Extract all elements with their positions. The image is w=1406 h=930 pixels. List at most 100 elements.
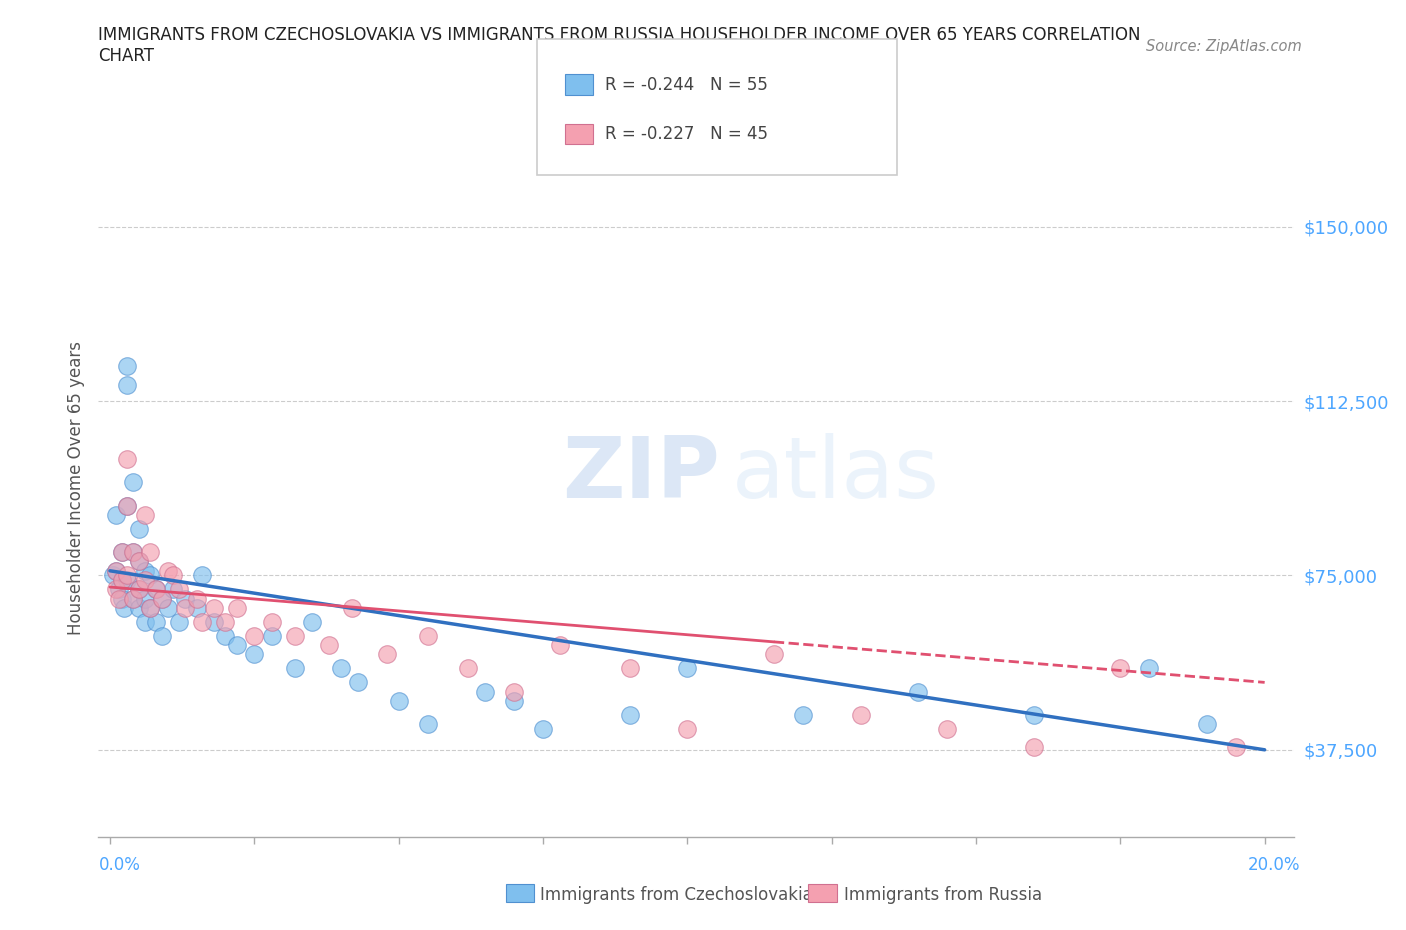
Point bbox=[150, 629, 173, 644]
Point bbox=[110, 545, 132, 560]
Point bbox=[128, 522, 150, 537]
Text: 20.0%: 20.0% bbox=[1249, 856, 1301, 873]
Point bbox=[849, 708, 872, 723]
Point bbox=[531, 722, 554, 737]
Point bbox=[191, 568, 214, 583]
Point bbox=[107, 591, 129, 606]
Point bbox=[122, 545, 145, 560]
Point bbox=[792, 708, 814, 723]
Point bbox=[260, 629, 283, 644]
Point bbox=[104, 582, 127, 597]
Point bbox=[202, 615, 225, 630]
Point bbox=[226, 638, 249, 653]
Point bbox=[503, 694, 526, 709]
Point bbox=[110, 591, 132, 606]
Point bbox=[214, 629, 236, 644]
Point bbox=[150, 591, 173, 606]
Point bbox=[110, 573, 132, 588]
Text: 0.0%: 0.0% bbox=[98, 856, 141, 873]
Point bbox=[101, 568, 124, 583]
Point bbox=[150, 591, 173, 606]
Point bbox=[284, 661, 307, 676]
Point bbox=[301, 615, 323, 630]
Point bbox=[107, 582, 129, 597]
Point bbox=[676, 661, 699, 676]
Point bbox=[243, 647, 266, 662]
Point bbox=[1109, 661, 1132, 676]
Point bbox=[619, 661, 641, 676]
Point bbox=[117, 452, 139, 467]
Point bbox=[416, 629, 439, 644]
Point bbox=[128, 554, 150, 569]
Point bbox=[128, 582, 150, 597]
Point bbox=[1195, 717, 1218, 732]
Point bbox=[936, 722, 959, 737]
Point bbox=[104, 564, 127, 578]
Point bbox=[128, 601, 150, 616]
Point bbox=[128, 582, 150, 597]
Point bbox=[139, 568, 162, 583]
Text: ZIP: ZIP bbox=[562, 432, 720, 516]
Point bbox=[202, 601, 225, 616]
Point bbox=[162, 568, 184, 583]
Point bbox=[186, 591, 208, 606]
Point bbox=[167, 615, 190, 630]
Point bbox=[174, 601, 197, 616]
Point bbox=[122, 475, 145, 490]
Point bbox=[1137, 661, 1160, 676]
Point bbox=[139, 601, 162, 616]
Point bbox=[284, 629, 307, 644]
Text: R = -0.227   N = 45: R = -0.227 N = 45 bbox=[605, 125, 768, 143]
Point bbox=[134, 615, 156, 630]
Point bbox=[156, 601, 179, 616]
Point bbox=[167, 582, 190, 597]
Point bbox=[243, 629, 266, 644]
Point bbox=[110, 545, 132, 560]
Point bbox=[122, 591, 145, 606]
Text: Immigrants from Czechoslovakia: Immigrants from Czechoslovakia bbox=[540, 885, 813, 904]
Point bbox=[145, 582, 167, 597]
Point bbox=[117, 498, 139, 513]
Point bbox=[226, 601, 249, 616]
Point bbox=[134, 591, 156, 606]
Point bbox=[134, 564, 156, 578]
Point bbox=[1022, 740, 1045, 755]
Point bbox=[191, 615, 214, 630]
Point bbox=[457, 661, 479, 676]
Text: IMMIGRANTS FROM CZECHOSLOVAKIA VS IMMIGRANTS FROM RUSSIA HOUSEHOLDER INCOME OVER: IMMIGRANTS FROM CZECHOSLOVAKIA VS IMMIGR… bbox=[98, 26, 1140, 65]
Point bbox=[122, 545, 145, 560]
Point bbox=[139, 601, 162, 616]
Point bbox=[214, 615, 236, 630]
Point bbox=[174, 591, 197, 606]
Point bbox=[503, 684, 526, 699]
Point bbox=[134, 508, 156, 523]
Point bbox=[329, 661, 352, 676]
Point bbox=[318, 638, 340, 653]
Point bbox=[676, 722, 699, 737]
Point bbox=[145, 582, 167, 597]
Point bbox=[162, 582, 184, 597]
Point bbox=[619, 708, 641, 723]
Point bbox=[145, 615, 167, 630]
Point bbox=[134, 573, 156, 588]
Point bbox=[416, 717, 439, 732]
Point bbox=[139, 545, 162, 560]
Point bbox=[156, 564, 179, 578]
Point bbox=[117, 498, 139, 513]
Point bbox=[342, 601, 364, 616]
Point bbox=[762, 647, 785, 662]
Point bbox=[117, 568, 139, 583]
Point bbox=[186, 601, 208, 616]
Point bbox=[117, 573, 139, 588]
Point bbox=[104, 508, 127, 523]
Point bbox=[347, 675, 370, 690]
Point bbox=[122, 591, 145, 606]
Point bbox=[117, 378, 139, 392]
Y-axis label: Householder Income Over 65 years: Householder Income Over 65 years bbox=[66, 341, 84, 635]
Point bbox=[474, 684, 496, 699]
Point bbox=[1225, 740, 1247, 755]
Text: R = -0.244   N = 55: R = -0.244 N = 55 bbox=[605, 75, 768, 94]
Point bbox=[128, 554, 150, 569]
Text: Immigrants from Russia: Immigrants from Russia bbox=[844, 885, 1042, 904]
Point bbox=[388, 694, 411, 709]
